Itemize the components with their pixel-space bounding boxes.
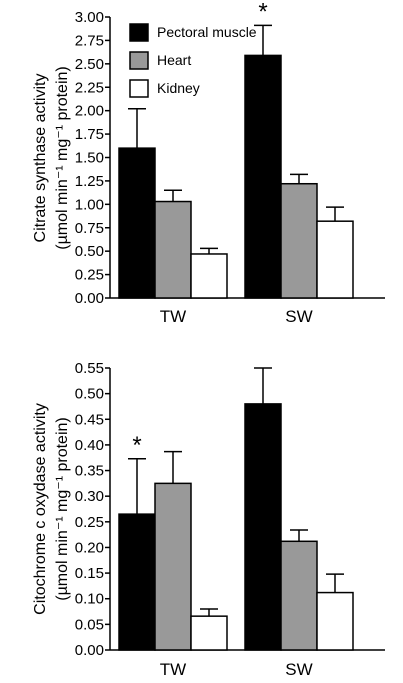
y-axis-title-line-1: Citrate synthase activity: [32, 74, 49, 243]
bar-tw-heart: [154, 200, 192, 299]
y-tick-label: 0.25: [75, 267, 104, 284]
legend-label: Kidney: [157, 80, 200, 96]
bar-tw-pectoral-muscle: [118, 147, 156, 299]
legend-swatch: [129, 79, 149, 98]
y-tick-label: 2.00: [75, 103, 104, 120]
y-tick-label: 0.00: [75, 290, 104, 307]
y-tick-label: 0.75: [75, 220, 104, 237]
y-tick-label: 1.00: [75, 196, 104, 213]
y-tick-label: 3.00: [75, 9, 104, 26]
legend-swatch: [129, 51, 149, 70]
y-tick-label: 0.35: [75, 463, 104, 480]
y-tick-label: 1.25: [75, 173, 104, 190]
y-tick-label: 0.00: [75, 642, 104, 659]
bar-tw-heart: [154, 482, 192, 651]
y-tick-label: 2.50: [75, 56, 104, 73]
y-tick-label: 2.25: [75, 79, 104, 96]
y-tick-label: 1.50: [75, 150, 104, 167]
y-tick-label: 0.50: [75, 386, 104, 403]
chart-panel-2: 0.00 0.05 0.10 0.15 0.20 0.25 0.30 0.35 0.40 0.45…: [32, 360, 385, 679]
y-tick-label: 0.50: [75, 243, 104, 260]
category-label-tw: TW: [160, 307, 186, 326]
y-tick-label: 0.55: [75, 360, 104, 377]
y-axis-title-line-2: (µmol min⁻¹ mg⁻¹ protein): [54, 66, 71, 249]
legend-label: Pectoral muscle: [157, 24, 257, 40]
y-tick-label: 1.75: [75, 126, 104, 143]
legend-swatch: [129, 23, 149, 42]
bar-tw-pectoral-muscle: [118, 513, 156, 651]
bar-tw-kidney: [190, 615, 228, 651]
bar-tw-kidney: [190, 253, 228, 299]
bar-sw-heart: [280, 540, 318, 651]
chart-panel-1: 0.00 0.25 0.50 0.75 1.00 1.25 1.50 1.75 2.00 2.25…: [32, 0, 385, 326]
y-tick-label: 0.40: [75, 437, 104, 454]
y-tick-label: 0.25: [75, 514, 104, 531]
bar-sw-heart: [280, 182, 318, 299]
bar-sw-kidney: [316, 220, 354, 299]
y-tick-label: 0.05: [75, 616, 104, 633]
y-tick-label: 0.20: [75, 539, 104, 556]
bar-sw-kidney: [316, 591, 354, 651]
legend-label: Heart: [157, 52, 191, 68]
y-axis-title: Citrate synthase activity (µmol min⁻¹ mg⁻…: [32, 66, 71, 249]
y-axis-title-line-1: Citochrome c oxydase activity: [32, 403, 49, 615]
y-tick-label: 2.75: [75, 32, 104, 49]
y-axis-title-line-2: (µmol min⁻¹ mg⁻¹ protein): [54, 417, 71, 600]
significance-star: *: [132, 432, 141, 459]
y-tick-label: 0.30: [75, 488, 104, 505]
y-axis-title: Citochrome c oxydase activity (µmol min⁻¹…: [32, 403, 71, 615]
legend: Pectoral muscle Heart Kidney: [129, 23, 257, 98]
y-tick-label: 0.10: [75, 591, 104, 608]
bar-sw-pectoral-muscle: [244, 54, 282, 299]
y-tick-label: 0.45: [75, 411, 104, 428]
category-label-tw: TW: [160, 660, 186, 678]
category-label-sw: SW: [285, 307, 312, 326]
category-label-sw: SW: [285, 660, 312, 678]
bar-sw-pectoral-muscle: [244, 403, 282, 651]
y-tick-label: 0.15: [75, 565, 104, 582]
significance-star: *: [258, 0, 267, 25]
